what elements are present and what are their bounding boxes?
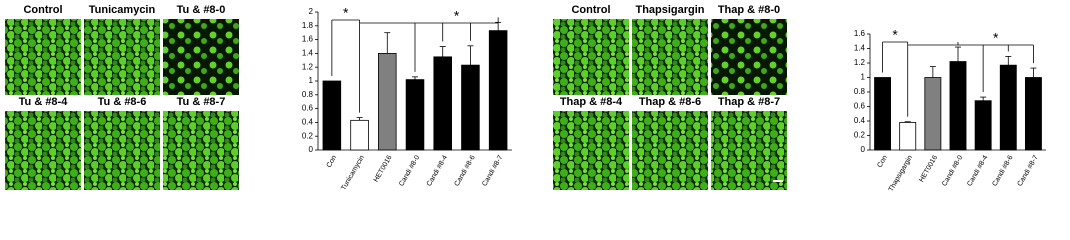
panel-label: Tu & #8-0 [177,4,226,16]
bar [974,100,992,151]
x-tick-label: Candi #8-6 [454,154,477,187]
panel-label: Tu & #8-6 [98,96,147,108]
y-tick-label: 0.8 [854,87,866,96]
x-tick-label: Candi #8-7 [481,154,504,187]
bar [999,64,1017,151]
panel-label: Thap & #8-6 [639,96,701,108]
x-tick-label: Candi #8-7 [1017,154,1040,187]
bar [433,56,452,151]
y-tick-label: 0.6 [302,104,314,113]
panel-label: Tu & #8-7 [177,96,226,108]
bar [350,119,369,151]
y-tick-label: 1.6 [854,29,866,38]
y-tick-label: 0.8 [302,90,314,99]
y-tick-label: 1.6 [302,35,314,44]
panel-label: Tunicamycin [89,4,156,16]
x-tick-label: Con [876,154,889,169]
x-tick-label: Thapsigargin [888,154,914,193]
y-tick-label: 0.6 [854,102,866,111]
panel-label: Control [23,4,62,16]
micrograph [711,111,787,190]
bar [924,77,942,151]
micrograph [84,19,160,95]
x-tick-label: Candi #8-0 [398,154,421,187]
bar [378,53,397,151]
y-tick-label: 0.2 [302,131,314,140]
bar [1024,77,1042,151]
micrograph [5,19,81,95]
y-tick-label: 1.8 [302,21,314,30]
x-tick-label: Candi #8-6 [991,154,1014,187]
panel-label: Tu & #8-4 [19,96,69,108]
micrograph [163,19,239,95]
micrograph [5,111,81,190]
scale-bar [773,180,783,182]
y-tick-label: 1.4 [854,44,866,53]
significance: * [993,30,999,46]
y-tick-label: 1.4 [302,49,314,58]
y-tick-label: 0 [309,145,314,154]
panel-label: Thap & #8-0 [718,4,780,16]
bar [874,77,892,151]
panel-label: Thap & #8-7 [718,96,780,108]
micrograph [711,19,787,95]
bar [322,80,342,151]
micrograph [632,111,708,190]
x-tick-label: Candi #8-4 [966,154,989,187]
bar [488,30,508,151]
y-tick-label: 2 [309,7,314,16]
y-tick-label: 0.2 [854,131,866,140]
x-tick-label: Con [326,154,339,169]
bar [949,61,967,151]
micrograph [163,111,239,190]
micrograph [553,19,629,95]
panel-label: Control [571,4,610,16]
bar [899,122,917,151]
micrograph [632,19,708,95]
figure: Control Tunicamycin Tu & #8-0 Tu & #8-4 Tu &… [5,4,1046,193]
y-tick-label: 0.4 [854,116,866,125]
significance: * [343,5,349,21]
micrograph [553,111,629,190]
bar [405,79,425,151]
panel-label: Thap & #8-4 [560,96,623,108]
y-tick-label: 1.2 [302,62,314,71]
panel-label: Thapsigargin [635,4,704,16]
y-tick-label: 0.4 [302,118,314,127]
x-tick-label: HET0016 [918,154,939,183]
micrograph [84,111,160,190]
bar [461,64,480,151]
x-tick-label: Candi #8-0 [941,154,964,187]
y-tick-label: 1.2 [854,58,866,67]
y-tick-label: 0 [861,145,866,154]
y-tick-label: 1 [309,76,314,85]
y-tick-label: 1 [861,73,866,82]
significance: * [454,8,460,24]
significance: * [892,27,898,43]
x-tick-label: Candi #8-4 [426,154,449,187]
x-tick-label: Tunicamycin [340,154,366,191]
x-tick-label: HET0016 [373,154,394,183]
